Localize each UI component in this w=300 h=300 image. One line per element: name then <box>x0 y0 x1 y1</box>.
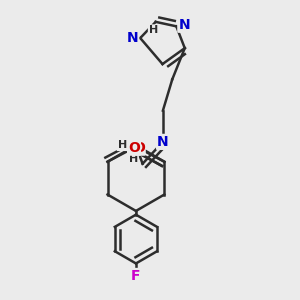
Text: N: N <box>157 135 169 149</box>
Text: O: O <box>133 141 145 155</box>
Text: O: O <box>128 141 140 155</box>
Text: H: H <box>118 140 127 150</box>
Text: N: N <box>178 18 190 32</box>
Text: H: H <box>149 25 158 35</box>
Text: H: H <box>129 154 138 164</box>
Text: F: F <box>131 269 141 283</box>
Text: N: N <box>127 31 138 45</box>
